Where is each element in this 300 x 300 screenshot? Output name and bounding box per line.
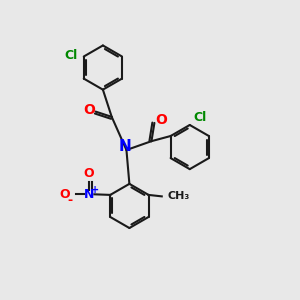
- Text: O: O: [83, 103, 95, 117]
- Text: Cl: Cl: [194, 111, 207, 124]
- Text: O: O: [84, 167, 94, 180]
- Text: O: O: [59, 188, 70, 201]
- Text: O: O: [155, 113, 167, 127]
- Text: N: N: [84, 188, 94, 201]
- Text: CH₃: CH₃: [168, 191, 190, 201]
- Text: N: N: [118, 139, 131, 154]
- Text: -: -: [68, 194, 73, 207]
- Text: +: +: [91, 184, 99, 195]
- Text: Cl: Cl: [65, 49, 78, 62]
